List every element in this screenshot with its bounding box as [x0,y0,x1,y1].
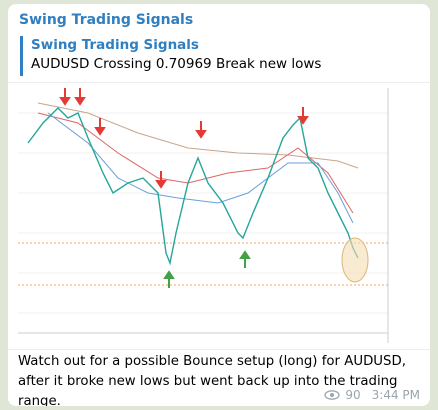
quote-text: AUDUSD Crossing 0.70969 Break new lows [31,56,322,72]
message-time: 3:44 PM [371,388,420,402]
quote-title: Swing Trading Signals [31,37,199,53]
message-footer: 90 3:44 PM [324,388,420,402]
chart-image[interactable] [8,82,430,350]
message-bubble: Swing Trading Signals Swing Trading Sign… [8,4,430,406]
message-caption: Watch out for a possible Bounce setup (l… [18,354,406,406]
views-count: 90 [345,388,361,402]
views-icon [324,390,341,400]
sender-name[interactable]: Swing Trading Signals [19,12,194,28]
quoted-message[interactable]: Swing Trading Signals AUDUSD Crossing 0.… [20,36,321,76]
